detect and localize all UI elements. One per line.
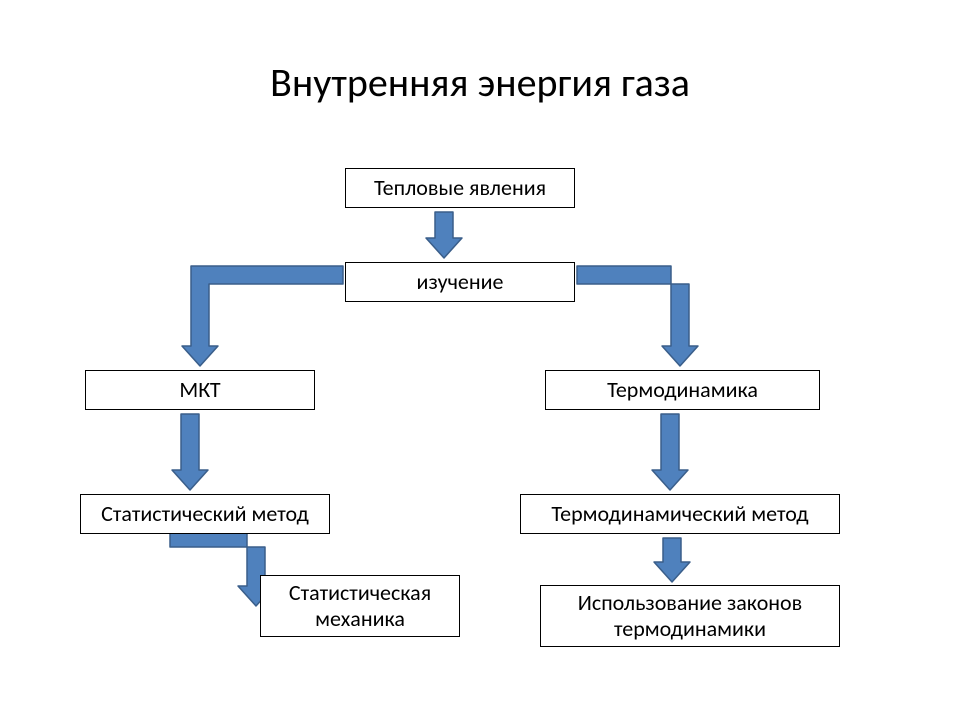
node-thermo: Термодинамика: [545, 370, 820, 410]
node-uselaws: Использование законов термодинамики: [540, 585, 840, 647]
arrow-down: [654, 538, 690, 582]
diagram-title: Внутренняя энергия газа: [0, 58, 960, 107]
node-statmeth: Статистический метод: [80, 494, 330, 534]
arrow-down: [172, 414, 208, 490]
arrow-down: [652, 414, 688, 490]
arrow-down: [426, 212, 462, 258]
flowchart-canvas: Внутренняя энергия газа Тепловые явления и…: [0, 0, 960, 720]
node-statmech: Статистическая механика: [260, 575, 460, 637]
node-study: изучение: [345, 262, 575, 302]
node-thermeth: Термодинамический метод: [520, 494, 840, 534]
node-thermal: Тепловые явления: [345, 168, 575, 208]
node-mkt: МКТ: [85, 370, 315, 410]
